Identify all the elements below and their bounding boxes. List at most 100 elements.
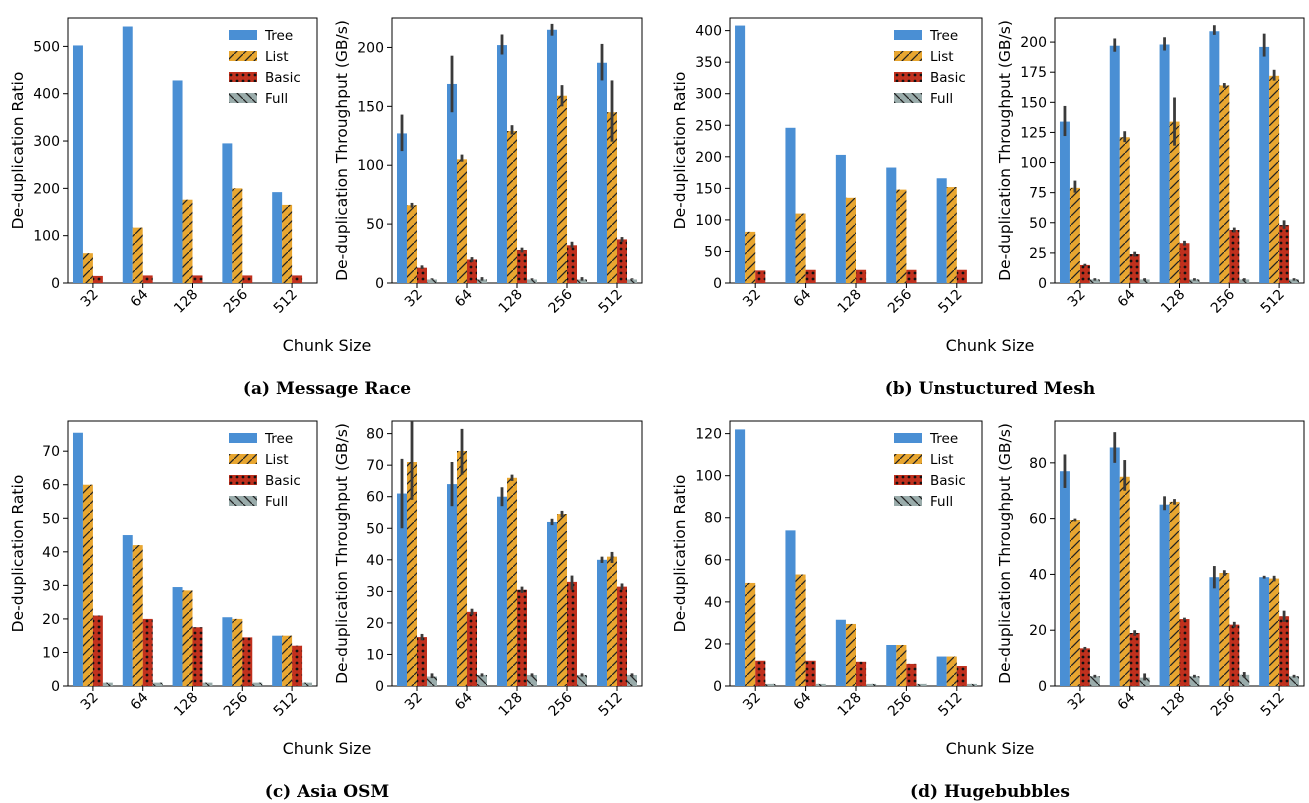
y-tick-label: 80 <box>366 427 384 443</box>
bar-hatch-list <box>607 556 617 686</box>
bar-hatch-full <box>627 279 637 283</box>
bar-hatch-basic <box>517 589 527 686</box>
bar-hatch-basic <box>617 586 627 686</box>
legend-swatch-tree <box>229 30 257 40</box>
legend-label-tree: Tree <box>264 28 293 44</box>
bar-hatch-list <box>1269 578 1280 686</box>
legend-swatch-tree <box>894 433 922 443</box>
bar-hatch-basic <box>292 645 303 686</box>
bar-hatch-basic <box>92 275 103 283</box>
x-tick-label: 32 <box>1065 690 1089 714</box>
x-tick-label: 512 <box>596 287 626 317</box>
y-tick-label: 100 <box>1020 156 1047 172</box>
bar-hatch-full <box>102 682 113 686</box>
bar-tree <box>936 178 947 283</box>
legend-label-basic: Basic <box>265 473 301 489</box>
y-tick-label: 50 <box>704 244 722 260</box>
y-tick-label: 60 <box>1029 512 1047 528</box>
x-tick-label: 32 <box>1065 287 1089 311</box>
bar-hatch-full <box>302 682 313 686</box>
chart-6: 0 20 40 60 80 100 120 De-duplication Ratio 32 64 1… <box>671 420 983 720</box>
legend-label-list: List <box>930 49 954 65</box>
bar-hatch-list <box>232 188 243 283</box>
bar-hatch-basic <box>805 269 816 283</box>
bar-hatch-list <box>1169 121 1180 283</box>
bar-hatch-list <box>1119 137 1130 283</box>
y-tick-label: 125 <box>1020 125 1047 141</box>
bar-tree <box>72 432 83 686</box>
y-tick-label: 300 <box>695 87 722 103</box>
bar-hatch-basic <box>906 269 917 283</box>
legend-label-tree: Tree <box>929 28 958 44</box>
bar-hatch-full <box>477 279 487 283</box>
bar-hatch-full <box>866 683 877 686</box>
y-tick-label: 100 <box>695 469 722 485</box>
x-tick-label: 64 <box>452 689 476 713</box>
panel-b-caption: (b) Unstuctured Mesh <box>885 379 1096 399</box>
y-tick-label: 20 <box>704 637 722 653</box>
x-tick-label: 256 <box>546 689 576 719</box>
x-tick-label: 256 <box>1208 286 1238 316</box>
bar-hatch-list <box>507 477 517 686</box>
bar-hatch-list <box>182 199 193 283</box>
bar-hatch-basic <box>242 637 253 686</box>
bar-hatch-full <box>1239 279 1250 283</box>
x-tick-label: 512 <box>1258 690 1288 720</box>
bar-hatch-basic <box>1179 619 1190 686</box>
legend-hatch-basic <box>894 475 922 485</box>
bar-tree <box>447 83 457 283</box>
legend-label-list: List <box>265 49 289 65</box>
bar-tree <box>1109 447 1120 686</box>
bar-tree <box>272 192 283 283</box>
bar-hatch-full <box>577 674 587 686</box>
bar-hatch-list <box>946 656 957 686</box>
bar-hatch-full <box>202 682 213 686</box>
y-axis-label: De-duplication Ratio <box>671 475 689 633</box>
bar-hatch-list <box>557 95 567 283</box>
bar-hatch-basic <box>567 581 577 686</box>
bar-hatch-basic <box>1079 264 1090 283</box>
bar-hatch-full <box>1189 279 1200 283</box>
y-tick-label: 250 <box>695 118 722 134</box>
y-tick-label: 60 <box>704 553 722 569</box>
bar-hatch-basic <box>956 666 967 686</box>
bar-hatch-list <box>82 484 93 686</box>
y-tick-label: 200 <box>357 40 384 56</box>
bar-hatch-basic <box>1129 633 1140 686</box>
y-tick-label: 0 <box>375 679 384 695</box>
bar-hatch-full <box>1139 677 1150 686</box>
x-tick-label: 128 <box>835 287 865 317</box>
bar-hatch-basic <box>1279 616 1290 686</box>
y-tick-label: 400 <box>695 24 722 40</box>
y-tick-label: 60 <box>366 490 384 506</box>
legend-label-list: List <box>930 452 954 468</box>
chart-1: 0 50 100 150 200 De-duplication Throughput (G… <box>333 17 643 317</box>
bar-tree <box>886 167 897 283</box>
y-tick-label: 10 <box>366 647 384 663</box>
bar-tree <box>835 154 846 283</box>
legend-label-basic: Basic <box>930 70 966 86</box>
bar-tree <box>172 80 183 283</box>
y-tick-label: 25 <box>1029 246 1047 262</box>
x-tick-label: 128 <box>171 287 201 317</box>
y-axis-label: De-duplication Throughput (GB/s) <box>333 20 351 281</box>
legend-hatch-list <box>894 454 922 464</box>
legend-hatch-full <box>894 496 922 506</box>
legend-hatch-basic <box>229 72 257 82</box>
bar-hatch-list <box>896 644 907 686</box>
bar-hatch-list <box>1119 476 1130 686</box>
y-tick-label: 0 <box>375 276 384 292</box>
bar-hatch-basic <box>417 267 427 283</box>
bar-hatch-basic <box>467 611 477 686</box>
bar-hatch-basic <box>755 660 766 686</box>
bar-hatch-full <box>427 279 437 283</box>
bar-hatch-basic <box>906 663 917 686</box>
bar-hatch-full <box>1089 676 1100 686</box>
bar-hatch-basic <box>1179 243 1190 283</box>
legend-hatch-list <box>229 51 257 61</box>
y-tick-label: 50 <box>366 521 384 537</box>
x-tick-label: 256 <box>221 689 251 719</box>
bar-hatch-basic <box>92 615 103 686</box>
bar-tree <box>785 530 796 686</box>
